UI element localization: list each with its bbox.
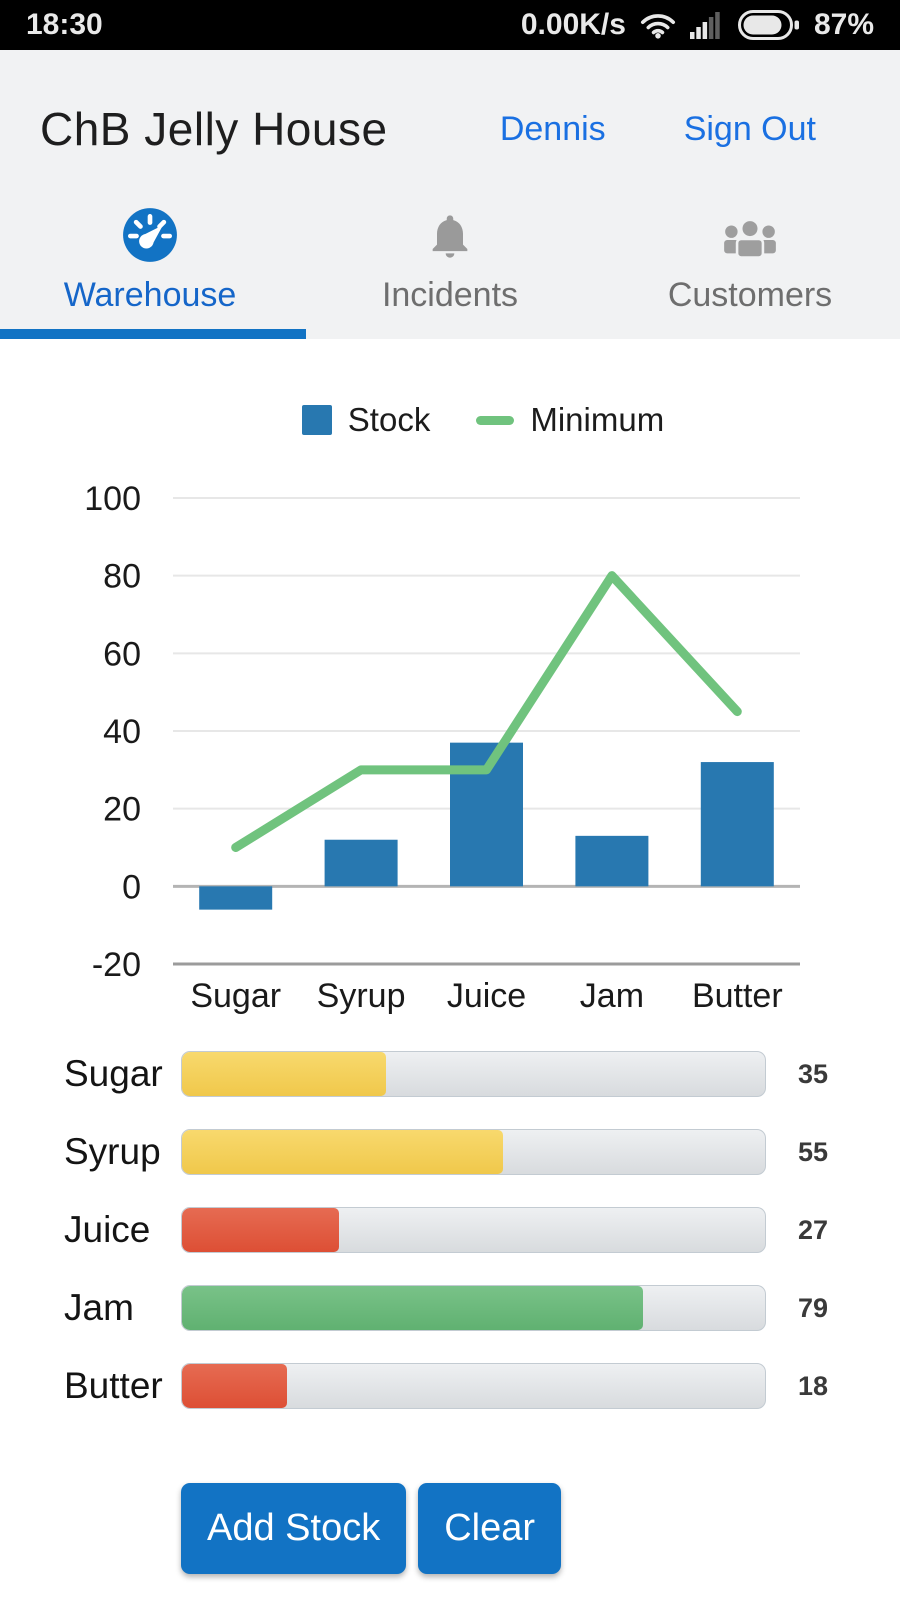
svg-text:40: 40 (103, 713, 141, 751)
svg-text:60: 60 (103, 635, 141, 673)
stock-chart: 100 80 60 40 20 0 -20 Sugar Syrup Juice Jam Butter (0, 451, 900, 1031)
network-speed-label: 0.00K/s (520, 8, 626, 41)
tab-bar: Warehouse Incidents (0, 196, 900, 339)
stock-row-juice: Juice 27 (0, 1207, 900, 1253)
stock-row-syrup: Syrup 55 (0, 1129, 900, 1175)
stock-row-label: Jam (64, 1287, 134, 1328)
stock-row-label: Syrup (64, 1131, 161, 1172)
stock-progress-fill (182, 1286, 643, 1330)
sign-out-link[interactable]: Sign Out (683, 109, 816, 148)
tab-warehouse[interactable]: Warehouse (0, 196, 300, 339)
tab-customers[interactable]: Customers (600, 196, 900, 339)
minimum-legend-swatch[interactable] (476, 415, 515, 425)
svg-text:Juice: Juice (447, 977, 526, 1015)
stock-progress-fill (182, 1364, 287, 1408)
action-buttons: Add Stock Clear (0, 1483, 900, 1574)
svg-text:Jam: Jam (580, 977, 644, 1015)
stock-row-butter: Butter 18 (0, 1363, 900, 1409)
svg-text:0: 0 (122, 868, 141, 906)
stock-legend-swatch[interactable] (301, 405, 332, 435)
stock-progress-fill (182, 1052, 387, 1096)
gauge-icon (121, 196, 179, 264)
wifi-icon (640, 11, 676, 39)
add-stock-button[interactable]: Add Stock (181, 1483, 407, 1574)
page-title: ChB Jelly House (40, 103, 388, 155)
svg-text:-20: -20 (92, 946, 141, 984)
tab-label-customers: Customers (667, 276, 833, 314)
stock-row-label: Juice (64, 1209, 151, 1250)
tab-label-warehouse: Warehouse (63, 276, 237, 314)
app-header: ChB Jelly House Dennis Sign Out (0, 50, 900, 196)
stock-legend-label[interactable]: Stock (347, 401, 431, 438)
stock-progressbar (181, 1129, 766, 1175)
svg-text:20: 20 (103, 791, 141, 829)
svg-text:Butter: Butter (692, 977, 783, 1015)
stock-progress-fill (182, 1130, 503, 1174)
status-bar: 18:30 0.00K/s (0, 0, 900, 50)
chart-legend: Stock Minimum (66, 397, 900, 443)
stock-row-jam: Jam 79 (0, 1285, 900, 1331)
people-icon (720, 196, 780, 264)
stock-list: Sugar 35 Syrup 55 Juice 27 Jam 79 Butter… (0, 1051, 900, 1409)
stock-row-sugar: Sugar 35 (0, 1051, 900, 1097)
active-tab-indicator (0, 329, 306, 339)
bell-icon (424, 196, 476, 264)
tab-incidents[interactable]: Incidents (300, 196, 600, 339)
stock-progressbar (181, 1363, 766, 1409)
minimum-legend-label[interactable]: Minimum (530, 401, 665, 438)
svg-text:100: 100 (84, 480, 141, 518)
battery-percent-label: 87% (813, 8, 874, 41)
stock-progressbar (181, 1285, 766, 1331)
stock-row-value: 35 (798, 1058, 829, 1089)
stock-row-label: Sugar (64, 1053, 163, 1094)
stock-row-label: Butter (64, 1365, 163, 1406)
clock-label: 18:30 (26, 8, 103, 41)
svg-text:Syrup: Syrup (317, 977, 406, 1015)
stock-row-value: 79 (798, 1292, 829, 1323)
stock-progressbar (181, 1207, 766, 1253)
svg-text:80: 80 (103, 558, 141, 596)
tab-label-incidents: Incidents (381, 276, 519, 314)
svg-text:Sugar: Sugar (190, 977, 281, 1015)
stock-row-value: 55 (798, 1136, 829, 1167)
signal-strength-icon (689, 11, 724, 39)
stock-progress-fill (182, 1208, 340, 1252)
stock-progressbar (181, 1051, 766, 1097)
stock-row-value: 27 (798, 1214, 829, 1245)
stock-chart-svg: 100 80 60 40 20 0 -20 Sugar Syrup Juice Jam Butter (84, 480, 800, 1015)
clear-button[interactable]: Clear (418, 1483, 562, 1574)
stock-row-value: 18 (798, 1370, 829, 1401)
user-link[interactable]: Dennis (499, 109, 606, 148)
battery-icon (737, 10, 800, 40)
